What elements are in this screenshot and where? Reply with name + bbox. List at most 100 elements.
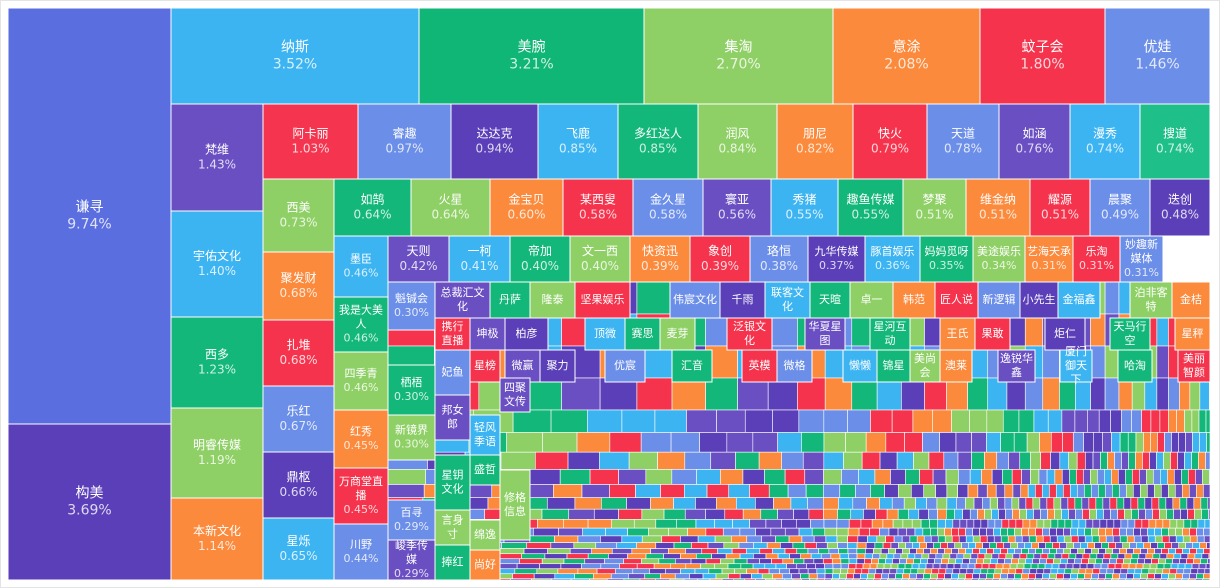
minor-tile — [1118, 484, 1127, 498]
minor-tile — [711, 553, 727, 560]
tile — [562, 178, 634, 237]
minor-tile — [1057, 568, 1066, 575]
minor-tile — [889, 568, 898, 575]
minor-tile — [680, 535, 699, 543]
minor-tile — [733, 578, 746, 581]
tile — [262, 178, 335, 253]
minor-tile — [584, 558, 605, 565]
tile-value: 2.70% — [716, 57, 760, 73]
tile-label-line: 天马行 — [1114, 320, 1147, 333]
minor-tile — [1050, 519, 1059, 529]
minor-tile — [911, 484, 925, 498]
minor-tile — [1161, 573, 1169, 580]
minor-tile — [641, 508, 665, 520]
minor-tile — [1166, 508, 1174, 520]
minor-tile — [1081, 558, 1089, 565]
minor-tile — [1047, 409, 1063, 433]
tile — [387, 281, 436, 331]
minor-tile — [618, 508, 643, 520]
tile — [1089, 178, 1151, 237]
minor-tile — [941, 558, 949, 565]
minor-tile — [581, 563, 602, 570]
minor-tile — [695, 497, 717, 510]
minor-tile — [897, 508, 910, 520]
minor-tile — [1079, 563, 1088, 570]
minor-tile — [1021, 573, 1029, 580]
minor-tile — [1165, 497, 1174, 510]
minor-tile — [1112, 548, 1120, 555]
tile-label: 果敢 — [982, 326, 1004, 340]
tile — [434, 544, 471, 581]
tile-label-line: 星河互 — [874, 320, 907, 333]
minor-tile — [1118, 469, 1126, 485]
minor-tile — [1038, 542, 1046, 549]
minor-tile — [582, 527, 606, 537]
tile — [1177, 349, 1211, 383]
minor-tile — [720, 469, 744, 485]
minor-tile — [1111, 469, 1119, 485]
minor-tile — [600, 535, 623, 543]
minor-tile — [907, 553, 916, 560]
minor-tile — [977, 553, 986, 560]
minor-tile — [670, 563, 687, 570]
minor-tile — [1050, 568, 1059, 575]
minor-tile — [1207, 558, 1211, 565]
tile — [262, 251, 335, 321]
minor-tile — [1116, 558, 1124, 565]
tile-value: 0.36% — [875, 259, 910, 272]
minor-tile — [993, 573, 1001, 580]
minor-tile — [1042, 345, 1060, 379]
minor-tile — [705, 377, 738, 411]
minor-tile — [1155, 519, 1164, 529]
tile-label: 新镜界 — [395, 423, 428, 437]
minor-tile — [918, 508, 929, 520]
minor-tile — [982, 497, 991, 510]
minor-tile — [1160, 469, 1168, 485]
minor-tile — [632, 568, 650, 575]
minor-tile — [854, 568, 863, 575]
minor-tile — [923, 548, 931, 555]
minor-tile — [875, 568, 884, 575]
minor-tile — [749, 484, 770, 498]
tile-value: 0.29% — [394, 567, 429, 580]
minor-tile — [1147, 527, 1155, 537]
minor-tile — [864, 558, 872, 565]
minor-tile — [848, 563, 857, 570]
minor-tile — [1205, 563, 1211, 570]
minor-tile — [1029, 519, 1038, 529]
minor-tile — [1189, 377, 1201, 411]
minor-tile — [1085, 519, 1094, 529]
tile — [1072, 235, 1121, 283]
minor-tile — [1184, 563, 1193, 570]
minor-tile — [876, 377, 902, 411]
tile-label: 意涂 — [893, 39, 921, 56]
minor-tile — [1133, 548, 1141, 555]
minor-tile — [921, 578, 930, 581]
minor-tile — [846, 573, 854, 580]
tile-label-line: 化 — [782, 299, 793, 313]
minor-tile — [542, 432, 578, 453]
tile-label-line: 峻季传 — [395, 538, 428, 552]
minor-tile — [965, 497, 975, 510]
minor-tile — [823, 508, 838, 520]
minor-tile — [1078, 519, 1087, 529]
minor-tile — [721, 578, 735, 581]
tile-label-line: 泊非客 — [1135, 285, 1168, 299]
tile-label: 匠人说 — [940, 292, 973, 306]
minor-tile — [1179, 558, 1187, 565]
minor-tile — [567, 451, 600, 470]
minor-tile — [1172, 558, 1180, 565]
tile-label: 秀猪 — [792, 193, 816, 207]
tile-label: 华夏星图 — [809, 319, 842, 347]
minor-tile — [563, 519, 589, 529]
tile-label: 坚果娱乐 — [581, 292, 625, 306]
minor-tile — [636, 563, 655, 570]
minor-tile — [801, 578, 810, 581]
minor-tile — [979, 527, 987, 537]
tile-label: 总裁汇文化 — [441, 285, 485, 313]
minor-tile — [1149, 563, 1158, 570]
minor-tile — [1123, 497, 1132, 510]
minor-tile — [883, 563, 892, 570]
tile-label: 豚首娱乐 — [871, 244, 915, 258]
minor-tile — [501, 542, 528, 549]
